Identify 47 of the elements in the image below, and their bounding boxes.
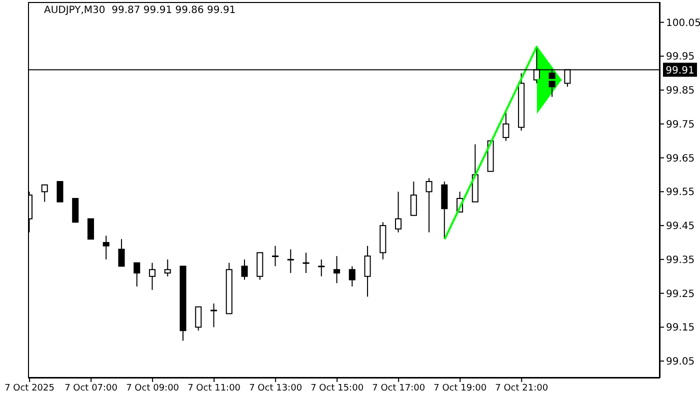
candlestick xyxy=(318,258,325,277)
candlestick xyxy=(164,258,171,277)
y-tick-label: 100.05 xyxy=(666,18,700,29)
candlestick xyxy=(195,306,202,332)
x-tick-label: 7 Oct 11:00 xyxy=(188,383,241,394)
candlestick xyxy=(287,248,294,274)
x-tick-label: 7 Oct 13:00 xyxy=(249,383,302,394)
candlestick xyxy=(395,191,402,233)
candlestick xyxy=(118,238,125,267)
x-tick-label: 7 Oct 19:00 xyxy=(434,383,487,394)
candlestick xyxy=(102,235,110,260)
candlestick xyxy=(134,262,140,288)
candlestick xyxy=(41,184,48,202)
candlestick xyxy=(241,258,248,280)
y-tick-label: 99.65 xyxy=(666,153,695,164)
y-tick-label: 99.45 xyxy=(666,221,695,232)
candlestick xyxy=(272,245,279,267)
y-tick-label: 99.75 xyxy=(666,119,695,130)
y-tick-label: 99.55 xyxy=(666,187,695,198)
y-tick-label: 99.95 xyxy=(666,52,695,63)
x-tick-label: 7 Oct 2025 xyxy=(4,383,54,394)
candlestick xyxy=(56,181,64,202)
candlestick xyxy=(348,266,356,288)
y-tick-label: 99.35 xyxy=(666,254,695,266)
x-tick-label: 7 Oct 21:00 xyxy=(495,383,548,394)
candlestick xyxy=(364,245,371,298)
x-tick-label: 7 Oct 17:00 xyxy=(372,383,426,394)
chart-title: AUDJPY,M30 99.87 99.91 99.86 99.91 xyxy=(44,5,236,16)
candlestick xyxy=(441,181,448,240)
x-tick-label: 7 Oct 15:00 xyxy=(310,383,364,394)
ref-line-label: 99.91 xyxy=(666,66,694,77)
y-tick-label: 99.85 xyxy=(666,86,695,97)
candlestick xyxy=(87,218,94,240)
x-tick-label: 7 Oct 07:00 xyxy=(64,383,118,394)
y-tick-label: 99.25 xyxy=(666,288,695,300)
candlestick xyxy=(302,252,310,274)
candlestick xyxy=(502,110,510,142)
y-tick-label: 99.05 xyxy=(666,356,695,368)
candlestick xyxy=(148,262,156,290)
candlestick xyxy=(72,198,79,223)
candlestick xyxy=(334,256,340,284)
y-tick-label: 99.15 xyxy=(666,322,695,334)
candlestick xyxy=(210,302,218,328)
candlestick xyxy=(426,178,432,233)
x-tick-label: 7 Oct 09:00 xyxy=(126,383,180,394)
candlestick xyxy=(410,181,417,216)
candlestick xyxy=(256,252,264,280)
